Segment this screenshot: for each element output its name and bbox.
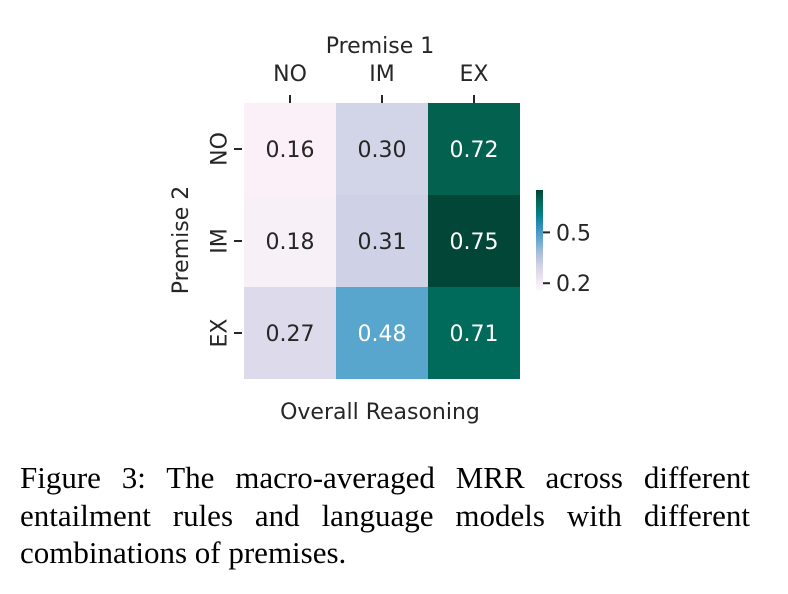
x-axis-title: Premise 1 <box>326 34 435 59</box>
cell-value-label: 0.31 <box>358 230 407 255</box>
heatmap-cell-IM-NO <box>244 195 336 287</box>
colorbar-ticks: 0.2 0.5 <box>543 221 591 297</box>
heatmap-cells <box>244 103 520 379</box>
x-tick-label: EX <box>460 62 489 87</box>
heatmap-cell-IM-EX <box>428 195 520 287</box>
heatmap-cell-EX-EX <box>428 287 520 379</box>
y-tick-label: IM <box>208 228 233 253</box>
heatmap-cell-EX-NO <box>244 287 336 379</box>
cell-value-label: 0.48 <box>358 322 407 347</box>
cell-value-label: 0.16 <box>266 138 315 163</box>
y-ticks: NO IM EX <box>208 132 242 348</box>
y-tick-label: NO <box>208 132 233 166</box>
heatmap-cell-NO-IM <box>336 103 428 195</box>
figure-caption: Figure 3: The macro-averaged MRR across … <box>20 460 750 570</box>
x-tick-label: IM <box>369 62 394 87</box>
colorbar <box>536 190 543 290</box>
cell-value-label: 0.72 <box>450 138 499 163</box>
colorbar-tick-label: 0.2 <box>556 272 591 297</box>
cell-value-label: 0.27 <box>266 322 315 347</box>
cell-value-label: 0.75 <box>450 230 499 255</box>
x-ticks: NO IM EX <box>273 62 488 103</box>
cell-value-label: 0.30 <box>358 138 407 163</box>
heatmap-cell-IM-IM <box>336 195 428 287</box>
bottom-label: Overall Reasoning <box>280 400 480 425</box>
y-tick-label: EX <box>208 319 233 348</box>
x-tick-label: NO <box>273 62 307 87</box>
cell-value-label: 0.18 <box>266 230 315 255</box>
heatmap-figure: Premise 1 Premise 2 Overall Reasoning 0.… <box>169 34 591 425</box>
heatmap-value-labels: 0.16 0.30 0.72 0.18 0.31 0.75 0.27 0.48 0.71 <box>266 138 499 347</box>
heatmap-cell-EX-IM <box>336 287 428 379</box>
colorbar-tick-label: 0.5 <box>556 221 591 246</box>
y-axis-title: Premise 2 <box>169 186 194 295</box>
heatmap-cell-NO-EX <box>428 103 520 195</box>
cell-value-label: 0.71 <box>450 322 499 347</box>
heatmap-cell-NO-NO <box>244 103 336 195</box>
